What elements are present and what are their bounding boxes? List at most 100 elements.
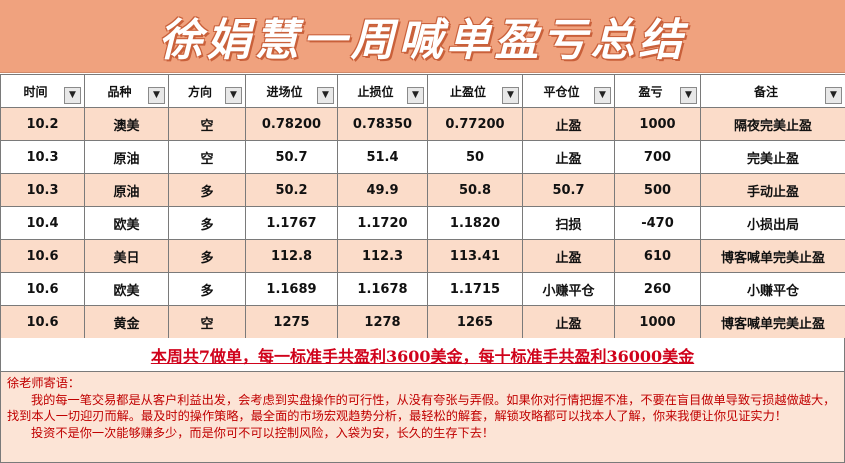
cell-close[interactable]: 50.7 (522, 173, 615, 207)
cell-entry[interactable]: 112.8 (245, 239, 338, 273)
cell-entry[interactable]: 50.2 (245, 173, 338, 207)
cell-direction[interactable]: 多 (168, 206, 246, 240)
page-title: 徐娟慧一周喊单盈亏总结 (158, 15, 687, 66)
cell-take-profit[interactable]: 1.1820 (427, 206, 523, 240)
cell-stop-loss[interactable]: 1.1720 (337, 206, 428, 240)
table-row: 10.2 澳美 空 0.78200 0.78350 0.77200 止盈 100… (0, 107, 845, 141)
table-row: 10.6 欧美 多 1.1689 1.1678 1.1715 小赚平仓 260 … (0, 272, 845, 306)
filter-dropdown-icon[interactable]: ▼ (148, 87, 165, 104)
cell-instrument[interactable]: 原油 (84, 173, 169, 207)
trade-table: 时间 ▼ 品种 ▼ 方向 ▼ 进场位 ▼ 止损位 ▼ 止盈位 ▼ 平仓位 ▼ 盈亏 ▼ 备注 ▼ … (0, 74, 845, 339)
cell-instrument[interactable]: 澳美 (84, 107, 169, 141)
column-header-instrument: 品种 ▼ (84, 74, 169, 108)
cell-instrument[interactable]: 美日 (84, 239, 169, 273)
cell-time[interactable]: 10.6 (0, 239, 85, 273)
cell-pnl[interactable]: 700 (614, 140, 701, 174)
column-header-take-profit: 止盈位 ▼ (427, 74, 523, 108)
column-header-direction: 方向 ▼ (168, 74, 246, 108)
cell-time[interactable]: 10.3 (0, 173, 85, 207)
cell-entry[interactable]: 0.78200 (245, 107, 338, 141)
filter-dropdown-icon[interactable]: ▼ (64, 87, 81, 104)
summary-row: 本周共7做单，每一标准手共盈利3600美金，每十标准手共盈利36000美金 (0, 338, 845, 372)
cell-close[interactable]: 止盈 (522, 140, 615, 174)
cell-close[interactable]: 止盈 (522, 107, 615, 141)
column-header-stop-loss: 止损位 ▼ (337, 74, 428, 108)
header-label: 方向 (187, 84, 212, 99)
filter-dropdown-icon[interactable]: ▼ (825, 87, 842, 104)
cell-entry[interactable]: 1.1767 (245, 206, 338, 240)
teacher-message[interactable]: 徐老师寄语： 我的每一笔交易都是从客户利益出发，会考虑到实盘操作的可行性，从没有… (0, 372, 845, 463)
cell-stop-loss[interactable]: 49.9 (337, 173, 428, 207)
cell-take-profit[interactable]: 50 (427, 140, 523, 174)
table-row: 10.6 美日 多 112.8 112.3 113.41 止盈 610 博客喊单… (0, 239, 845, 273)
cell-pnl[interactable]: -470 (614, 206, 701, 240)
cell-time[interactable]: 10.6 (0, 272, 85, 306)
filter-dropdown-icon[interactable]: ▼ (317, 87, 334, 104)
cell-take-profit[interactable]: 113.41 (427, 239, 523, 273)
cell-take-profit[interactable]: 1265 (427, 305, 523, 339)
cell-note[interactable]: 博客喊单完美止盈 (700, 239, 845, 273)
header-label: 品种 (107, 84, 132, 99)
cell-entry[interactable]: 1.1689 (245, 272, 338, 306)
cell-pnl[interactable]: 610 (614, 239, 701, 273)
cell-stop-loss[interactable]: 112.3 (337, 239, 428, 273)
summary-text[interactable]: 本周共7做单，每一标准手共盈利3600美金，每十标准手共盈利36000美金 (150, 346, 695, 366)
cell-close[interactable]: 止盈 (522, 239, 615, 273)
cell-time[interactable]: 10.6 (0, 305, 85, 339)
cell-note[interactable]: 小损出局 (700, 206, 845, 240)
cell-direction[interactable]: 空 (168, 305, 246, 339)
cell-close[interactable]: 扫损 (522, 206, 615, 240)
cell-direction[interactable]: 空 (168, 107, 246, 141)
table-row: 10.4 欧美 多 1.1767 1.1720 1.1820 扫损 -470 小… (0, 206, 845, 240)
cell-time[interactable]: 10.4 (0, 206, 85, 240)
cell-pnl[interactable]: 260 (614, 272, 701, 306)
cell-note[interactable]: 完美止盈 (700, 140, 845, 174)
cell-direction[interactable]: 空 (168, 140, 246, 174)
cell-take-profit[interactable]: 0.77200 (427, 107, 523, 141)
cell-direction[interactable]: 多 (168, 173, 246, 207)
cell-entry[interactable]: 1275 (245, 305, 338, 339)
cell-note[interactable]: 小赚平仓 (700, 272, 845, 306)
cell-time[interactable]: 10.3 (0, 140, 85, 174)
cell-pnl[interactable]: 1000 (614, 107, 701, 141)
column-header-pnl: 盈亏 ▼ (614, 74, 701, 108)
cell-close[interactable]: 止盈 (522, 305, 615, 339)
cell-instrument[interactable]: 欧美 (84, 206, 169, 240)
cell-stop-loss[interactable]: 1.1678 (337, 272, 428, 306)
cell-direction[interactable]: 多 (168, 239, 246, 273)
filter-dropdown-icon[interactable]: ▼ (680, 87, 697, 104)
header-label: 平仓位 (543, 84, 580, 99)
table-row: 10.6 黄金 空 1275 1278 1265 止盈 1000 博客喊单完美止… (0, 305, 845, 339)
cell-take-profit[interactable]: 1.1715 (427, 272, 523, 306)
message-title: 徐老师寄语： (7, 376, 81, 390)
cell-note[interactable]: 博客喊单完美止盈 (700, 305, 845, 339)
cell-instrument[interactable]: 欧美 (84, 272, 169, 306)
cell-time[interactable]: 10.2 (0, 107, 85, 141)
cell-stop-loss[interactable]: 51.4 (337, 140, 428, 174)
header-label: 止损位 (357, 84, 394, 99)
cell-pnl[interactable]: 1000 (614, 305, 701, 339)
cell-close[interactable]: 小赚平仓 (522, 272, 615, 306)
cell-stop-loss[interactable]: 0.78350 (337, 107, 428, 141)
header-label: 进场位 (266, 84, 303, 99)
header-label: 止盈位 (449, 84, 486, 99)
cell-stop-loss[interactable]: 1278 (337, 305, 428, 339)
header-row: 时间 ▼ 品种 ▼ 方向 ▼ 进场位 ▼ 止损位 ▼ 止盈位 ▼ 平仓位 ▼ 盈亏 ▼ 备注 ▼ (0, 74, 845, 108)
cell-pnl[interactable]: 500 (614, 173, 701, 207)
cell-note[interactable]: 手动止盈 (700, 173, 845, 207)
cell-instrument[interactable]: 原油 (84, 140, 169, 174)
filter-dropdown-icon[interactable]: ▼ (225, 87, 242, 104)
header-label: 备注 (753, 84, 778, 99)
filter-dropdown-icon[interactable]: ▼ (502, 87, 519, 104)
column-header-note: 备注 ▼ (700, 74, 845, 108)
filter-dropdown-icon[interactable]: ▼ (407, 87, 424, 104)
cell-instrument[interactable]: 黄金 (84, 305, 169, 339)
cell-note[interactable]: 隔夜完美止盈 (700, 107, 845, 141)
cell-entry[interactable]: 50.7 (245, 140, 338, 174)
title-banner: 徐娟慧一周喊单盈亏总结 (0, 0, 845, 73)
table-row: 10.3 原油 空 50.7 51.4 50 止盈 700 完美止盈 (0, 140, 845, 174)
column-header-entry: 进场位 ▼ (245, 74, 338, 108)
filter-dropdown-icon[interactable]: ▼ (594, 87, 611, 104)
cell-take-profit[interactable]: 50.8 (427, 173, 523, 207)
cell-direction[interactable]: 多 (168, 272, 246, 306)
